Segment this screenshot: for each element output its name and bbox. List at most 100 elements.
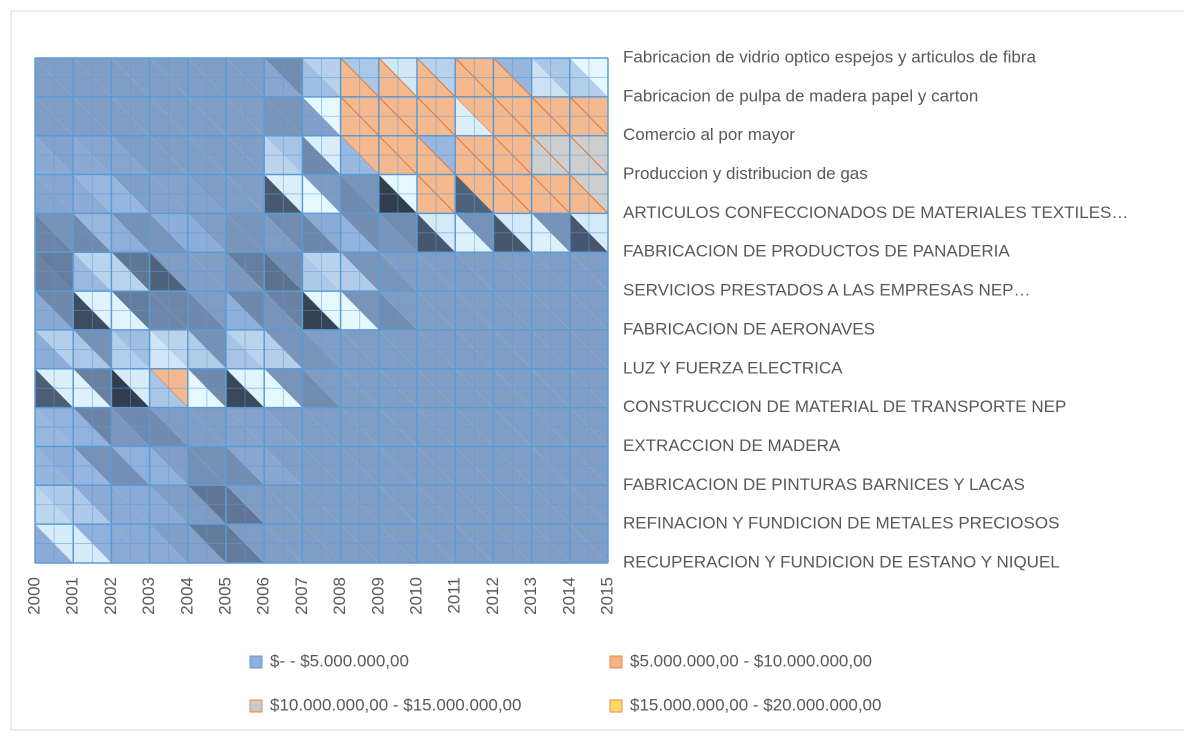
x-tick-label: 2002 — [101, 577, 120, 615]
surface-facet — [226, 252, 265, 292]
surface-facet — [302, 252, 341, 292]
surface-facet — [378, 174, 417, 214]
surface-facet — [73, 485, 112, 525]
series-label: RECUPERACION Y FUNDICION DE ESTANO Y NIQ… — [623, 552, 1060, 571]
surface-facet — [187, 407, 226, 447]
surface-facet — [417, 407, 456, 447]
surface-facet — [493, 524, 532, 563]
surface-facet — [73, 252, 112, 292]
surface-facet — [73, 446, 112, 486]
surface-facet — [302, 174, 341, 214]
surface-facet — [149, 291, 188, 330]
surface-facet — [187, 291, 226, 330]
surface-facet — [302, 58, 341, 97]
surface-facet — [340, 485, 379, 525]
surface-facet — [569, 58, 608, 97]
surface-facet — [493, 407, 532, 447]
surface-facet — [111, 135, 150, 175]
surface-facet — [569, 368, 608, 408]
surface-facet — [417, 252, 456, 292]
x-tick-label: 2005 — [215, 577, 234, 615]
surface-facet — [531, 58, 570, 97]
surface-facet — [149, 329, 188, 369]
series-label: FABRICACION DE PRODUCTOS DE PANADERIA — [623, 242, 1010, 261]
surface-facet — [340, 446, 379, 486]
surface-facet — [531, 368, 570, 408]
x-tick-label: 2009 — [368, 577, 387, 615]
surface-facet — [302, 96, 341, 136]
x-tick-label: 2011 — [445, 577, 464, 614]
x-tick-label: 2010 — [406, 577, 425, 615]
surface-facet — [226, 368, 265, 408]
x-tick-label: 2014 — [559, 577, 578, 615]
surface-facet — [73, 213, 112, 253]
surface-facet — [264, 252, 303, 292]
surface-facet — [226, 96, 265, 136]
surface-facet — [73, 524, 112, 563]
surface-facet — [340, 291, 379, 330]
surface-facet — [111, 329, 150, 369]
legend-swatch — [249, 655, 263, 669]
surface-facet — [149, 58, 188, 97]
surface-facet — [455, 213, 494, 253]
surface-facet — [35, 96, 74, 136]
x-tick-label: 2004 — [177, 577, 196, 615]
surface-facet — [417, 524, 456, 563]
series-label: FABRICACION DE AERONAVES — [623, 319, 875, 338]
surface-facet — [455, 446, 494, 486]
surface-facet — [531, 213, 570, 253]
surface-facet — [111, 524, 150, 563]
surface-facet — [226, 329, 265, 369]
surface-facet — [187, 485, 226, 525]
surface-facet — [226, 407, 265, 447]
series-label: LUZ Y FUERZA ELECTRICA — [623, 358, 843, 377]
x-tick-label: 2001 — [63, 577, 82, 615]
surface-facet — [531, 524, 570, 563]
surface-facet — [378, 252, 417, 292]
surface-facet — [455, 252, 494, 292]
surface-facet — [531, 446, 570, 486]
surface-facet — [378, 329, 417, 369]
surface-facet — [264, 368, 303, 408]
surface-facet — [455, 291, 494, 330]
surface-facet — [149, 96, 188, 136]
surface-facet — [73, 174, 112, 214]
surface-facet — [569, 485, 608, 525]
surface-facet — [340, 329, 379, 369]
surface-facet — [111, 174, 150, 214]
surface-facet — [187, 252, 226, 292]
surface-facet — [569, 291, 608, 330]
surface-facet — [264, 96, 303, 136]
surface-facet — [149, 485, 188, 525]
x-tick-label: 2008 — [330, 577, 349, 615]
surface-facet — [493, 329, 532, 369]
surface-facet — [226, 174, 265, 214]
surface-facet — [340, 135, 379, 175]
surface-facet — [302, 368, 341, 408]
surface-facet — [493, 485, 532, 525]
legend-swatch — [249, 699, 263, 713]
surface-facet — [111, 368, 150, 408]
surface-facet — [149, 524, 188, 563]
surface-facet — [73, 135, 112, 175]
surface-facet — [378, 407, 417, 447]
surface-facet — [187, 524, 226, 563]
surface-facet — [493, 213, 532, 253]
series-label: REFINACION Y FUNDICION DE METALES PRECIO… — [623, 514, 1059, 533]
surface-facet — [378, 368, 417, 408]
legend-label: $10.000.000,00 - $15.000.000,00 — [270, 695, 521, 714]
surface-facet — [531, 329, 570, 369]
series-label: EXTRACCION DE MADERA — [623, 436, 841, 455]
surface-facet — [264, 291, 303, 330]
series-label: CONSTRUCCION DE MATERIAL DE TRANSPORTE N… — [623, 397, 1066, 416]
surface-facet — [264, 485, 303, 525]
surface-facet — [35, 407, 74, 447]
surface-facet — [35, 368, 74, 408]
x-tick-label: 2013 — [521, 577, 540, 615]
x-tick-label: 2007 — [292, 577, 311, 615]
surface-facet — [264, 524, 303, 563]
surface-facet — [378, 524, 417, 563]
surface-facet — [493, 291, 532, 330]
surface-facet — [187, 135, 226, 175]
